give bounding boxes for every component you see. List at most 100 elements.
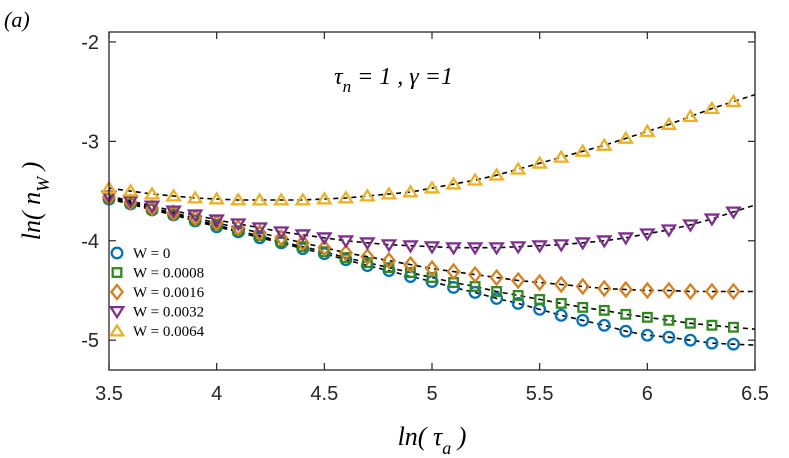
data-point [597,318,611,332]
data-point [575,277,590,296]
legend-label: W = 0 [133,246,170,262]
data-point [337,235,355,249]
x-tick-label: 6 [642,383,653,405]
data-point [229,218,247,232]
data-point [426,272,438,283]
data-point [660,116,678,130]
data-point [316,191,333,205]
legend-entry: W = 0.0016 [109,283,205,301]
data-point [595,137,613,151]
legend-entry: W = 0.0008 [111,266,204,282]
data-point [532,273,547,292]
y-label-prefix: ln( [17,205,46,240]
legend: W = 0 W = 0.0008 W = 0.0016 W = 0.0032 W = 0… [108,246,205,340]
data-point [381,251,397,270]
legend-label: W = 0.0032 [133,305,204,321]
data-point [165,188,182,202]
data-point [682,219,699,233]
fit-line-4 [108,93,756,201]
legend-entry: W = 0.0064 [108,323,205,340]
data-point [337,190,355,204]
data-point [661,281,676,300]
data-point [490,291,504,305]
data-point [488,242,505,256]
legend-entry: W = 0 [110,246,170,262]
data-markers [100,93,742,351]
data-point [143,186,161,200]
data-point [361,257,373,269]
data-point [574,237,592,251]
data-point [467,265,483,284]
data-point [703,100,721,115]
data-point [512,289,524,301]
data-point [725,93,742,108]
data-point [725,206,742,220]
x-tick-label: 4.5 [310,383,338,405]
panel-label: (a) [4,7,30,32]
data-point [663,314,675,326]
data-point [704,282,720,301]
data-point [705,336,719,350]
data-point [618,280,633,299]
y-axis-label: ln( nW ) [17,162,53,241]
data-point [186,190,204,204]
data-point [488,167,505,181]
data-point [468,286,482,299]
data-point [208,191,225,205]
data-point [272,226,290,240]
data-point [554,308,568,322]
series-3 [100,190,742,256]
x-label-sub: a [442,438,451,458]
annotation: τn = 1 , γ =1 [334,64,453,96]
legend-label: W = 0.0016 [133,285,205,301]
data-point [403,255,418,274]
data-point [531,240,548,254]
data-point [165,205,182,219]
data-point [252,223,267,242]
data-point [619,324,633,338]
y-tick-label: -5 [81,330,99,352]
legend-entry: W = 0.0032 [108,305,204,321]
data-point [595,235,613,249]
data-point [576,313,590,327]
annotation-tau-sub: n [343,77,352,96]
legend-marker [108,323,126,337]
data-point [272,192,290,206]
data-point [380,239,398,253]
data-point [445,242,462,256]
data-point [229,192,247,206]
data-point [424,259,440,278]
data-point [703,213,721,227]
data-point [383,262,395,274]
data-point [682,108,699,122]
data-point [660,224,678,238]
data-point [726,282,741,301]
data-point [405,267,416,279]
data-point [598,304,610,316]
data-point [577,301,589,313]
data-point [511,296,525,310]
data-point [294,192,312,206]
data-point [466,172,484,186]
data-point [554,275,569,294]
data-point [597,279,612,298]
data-point [639,228,656,242]
data-point [317,238,332,257]
annotation-eq1: = 1 , [351,64,409,90]
data-point [662,330,676,344]
y-label-symbol: n [17,192,46,205]
x-label-prefix: ln( [398,422,433,451]
data-point [122,195,139,209]
data-point [208,214,225,228]
data-point [316,232,333,246]
data-point [555,297,567,309]
legend-marker [108,306,126,320]
data-point [402,240,419,254]
data-point [617,232,635,246]
data-point [552,149,570,163]
x-label-suffix: ) [451,422,466,451]
data-point [251,192,269,206]
data-point [617,130,635,144]
data-point [509,241,527,255]
data-point [534,293,546,305]
